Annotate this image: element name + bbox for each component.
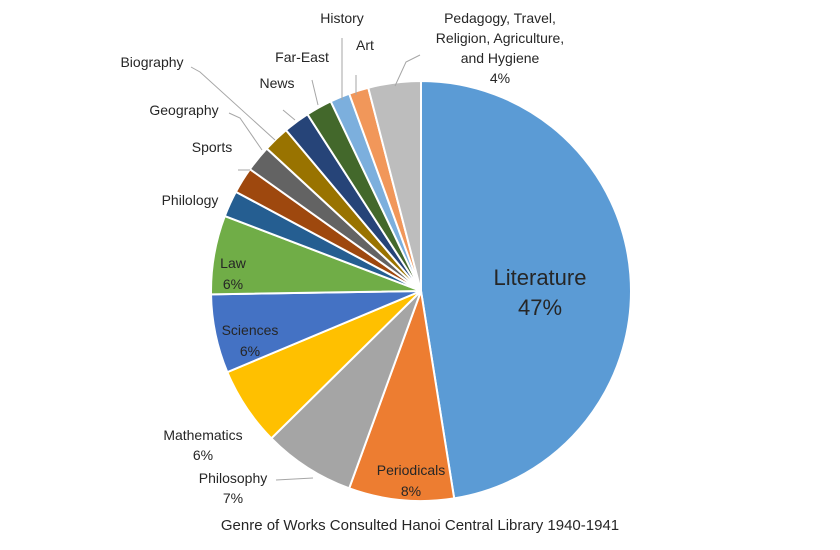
leader-line-9 xyxy=(228,112,263,151)
slice-label-5: Law 6% xyxy=(220,255,247,292)
pie-slice-15 xyxy=(367,79,422,292)
pie-slice-0 xyxy=(420,79,632,500)
slice-label-6: Philology xyxy=(162,192,219,208)
labels-group: Literature 47% Periodicals 8% Philosophy 7% Ma… xyxy=(120,10,586,506)
slice-label-2: Philosophy 7% xyxy=(199,470,268,506)
leader-lines-group xyxy=(190,38,421,481)
leader-line-15 xyxy=(394,54,421,87)
pie-slice-1 xyxy=(347,287,456,502)
slice-label-14: Art xyxy=(356,37,374,53)
slice-label-13: History xyxy=(320,10,364,26)
slice-label-10: Biography xyxy=(120,54,183,70)
leader-line-2 xyxy=(275,477,314,481)
slice-label-1: Periodicals 8% xyxy=(377,462,445,499)
slice-label-11: News xyxy=(259,75,294,91)
slice-label-0: Literature 47% xyxy=(494,265,587,320)
leader-line-10 xyxy=(190,66,276,141)
slice-label-3: Mathematics 6% xyxy=(163,427,242,463)
leader-line-12 xyxy=(311,79,319,106)
slice-label-4: Sciences 6% xyxy=(222,322,279,359)
slice-label-9: Geography xyxy=(149,102,218,118)
leader-line-11 xyxy=(282,109,296,121)
slices-group xyxy=(210,79,632,502)
slice-label-15: Pedagogy, Travel, Religion, Agriculture, a… xyxy=(436,10,564,86)
slice-label-12: Far-East xyxy=(275,49,329,65)
slice-label-8: Sports xyxy=(192,139,232,155)
chart-title: Genre of Works Consulted Hanoi Central L… xyxy=(221,517,619,534)
